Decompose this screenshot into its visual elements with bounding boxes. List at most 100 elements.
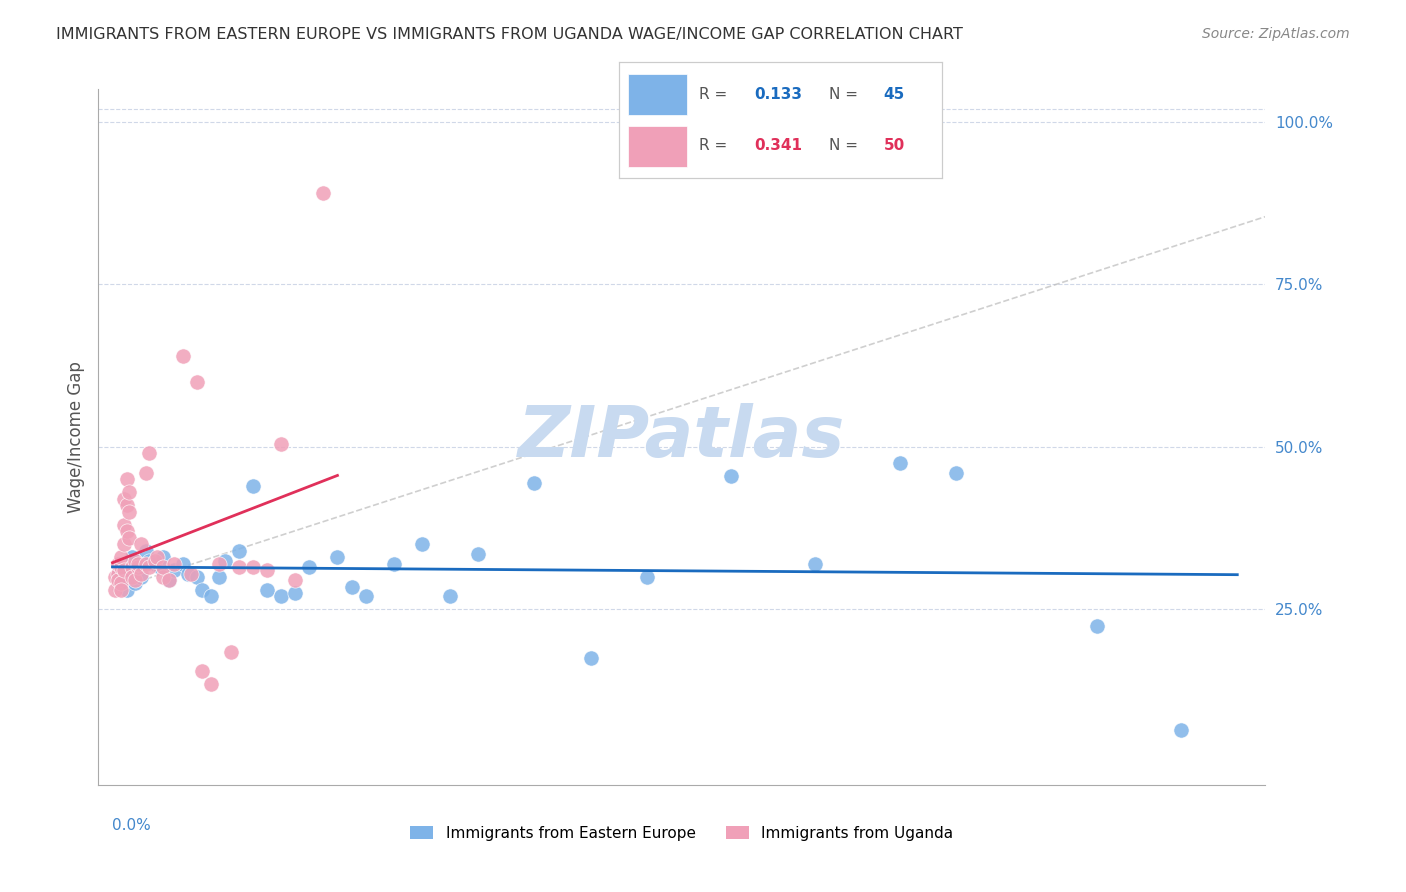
Point bbox=[228, 560, 250, 574]
Point bbox=[112, 573, 135, 587]
Text: ZIPatlas: ZIPatlas bbox=[519, 402, 845, 472]
Text: 0.341: 0.341 bbox=[755, 138, 803, 153]
Point bbox=[270, 590, 292, 604]
Point bbox=[143, 557, 166, 571]
Point bbox=[411, 537, 433, 551]
Legend: Immigrants from Eastern Europe, Immigrants from Uganda: Immigrants from Eastern Europe, Immigran… bbox=[405, 820, 959, 847]
Point bbox=[256, 582, 278, 597]
Point bbox=[118, 531, 141, 545]
Point bbox=[242, 479, 264, 493]
Point bbox=[107, 573, 129, 587]
Text: 0.0%: 0.0% bbox=[112, 818, 152, 833]
Point bbox=[326, 550, 349, 565]
Point bbox=[104, 570, 127, 584]
Point bbox=[242, 560, 264, 574]
Point bbox=[138, 446, 160, 460]
Point bbox=[129, 570, 152, 584]
Point bbox=[124, 573, 146, 587]
Point bbox=[298, 560, 321, 574]
Point bbox=[439, 590, 461, 604]
Point bbox=[163, 557, 186, 571]
Point bbox=[312, 186, 335, 201]
Point bbox=[186, 375, 208, 389]
Point bbox=[523, 475, 546, 490]
Point bbox=[110, 582, 132, 597]
Point bbox=[149, 560, 172, 574]
Point bbox=[889, 456, 911, 470]
Point bbox=[177, 566, 200, 581]
Point bbox=[214, 554, 236, 568]
Text: IMMIGRANTS FROM EASTERN EUROPE VS IMMIGRANTS FROM UGANDA WAGE/INCOME GAP CORRELA: IMMIGRANTS FROM EASTERN EUROPE VS IMMIGR… bbox=[56, 27, 963, 42]
Point bbox=[135, 557, 157, 571]
Point bbox=[127, 557, 149, 571]
Point bbox=[110, 576, 132, 591]
Point bbox=[107, 566, 129, 581]
Point bbox=[121, 550, 143, 565]
Point bbox=[579, 651, 602, 665]
Point bbox=[127, 560, 149, 574]
Point bbox=[107, 566, 129, 581]
Point bbox=[124, 576, 146, 591]
Point bbox=[112, 491, 135, 506]
Point bbox=[228, 544, 250, 558]
Point bbox=[208, 557, 231, 571]
Point bbox=[284, 586, 307, 600]
Point bbox=[110, 557, 132, 571]
Point bbox=[121, 570, 143, 584]
Point bbox=[138, 560, 160, 574]
Point bbox=[104, 582, 127, 597]
Y-axis label: Wage/Income Gap: Wage/Income Gap bbox=[66, 361, 84, 513]
Text: 0.133: 0.133 bbox=[755, 87, 803, 103]
Point bbox=[284, 573, 307, 587]
Point bbox=[157, 573, 180, 587]
Bar bbox=[628, 126, 686, 167]
Point bbox=[110, 550, 132, 565]
Point bbox=[107, 557, 129, 571]
Point bbox=[200, 677, 222, 691]
Point bbox=[143, 554, 166, 568]
Text: R =: R = bbox=[700, 138, 733, 153]
Point bbox=[191, 582, 214, 597]
Point bbox=[118, 505, 141, 519]
Point bbox=[110, 560, 132, 574]
Point bbox=[636, 570, 658, 584]
Point bbox=[129, 566, 152, 581]
Point bbox=[115, 524, 138, 539]
Text: 50: 50 bbox=[884, 138, 905, 153]
Point bbox=[382, 557, 405, 571]
Point bbox=[157, 573, 180, 587]
Point bbox=[720, 469, 742, 483]
Point bbox=[135, 466, 157, 480]
Point bbox=[138, 554, 160, 568]
Bar bbox=[628, 74, 686, 114]
Point bbox=[112, 563, 135, 577]
Point bbox=[163, 563, 186, 577]
Point bbox=[118, 563, 141, 577]
Point bbox=[152, 560, 174, 574]
Point bbox=[172, 349, 194, 363]
Point bbox=[256, 563, 278, 577]
Text: N =: N = bbox=[830, 87, 863, 103]
Point bbox=[135, 544, 157, 558]
Point bbox=[945, 466, 967, 480]
Point bbox=[1170, 723, 1192, 737]
Point bbox=[270, 436, 292, 450]
Point bbox=[152, 570, 174, 584]
Point bbox=[180, 566, 202, 581]
Point bbox=[118, 485, 141, 500]
Point bbox=[354, 590, 377, 604]
Point bbox=[191, 664, 214, 678]
Point bbox=[200, 590, 222, 604]
Text: N =: N = bbox=[830, 138, 863, 153]
Point bbox=[152, 550, 174, 565]
Point bbox=[115, 582, 138, 597]
Point bbox=[467, 547, 489, 561]
Point bbox=[121, 560, 143, 574]
Point bbox=[129, 537, 152, 551]
Point bbox=[186, 570, 208, 584]
Point bbox=[124, 554, 146, 568]
Point bbox=[340, 580, 363, 594]
Point bbox=[172, 557, 194, 571]
Point bbox=[1085, 618, 1108, 632]
Point bbox=[219, 645, 242, 659]
